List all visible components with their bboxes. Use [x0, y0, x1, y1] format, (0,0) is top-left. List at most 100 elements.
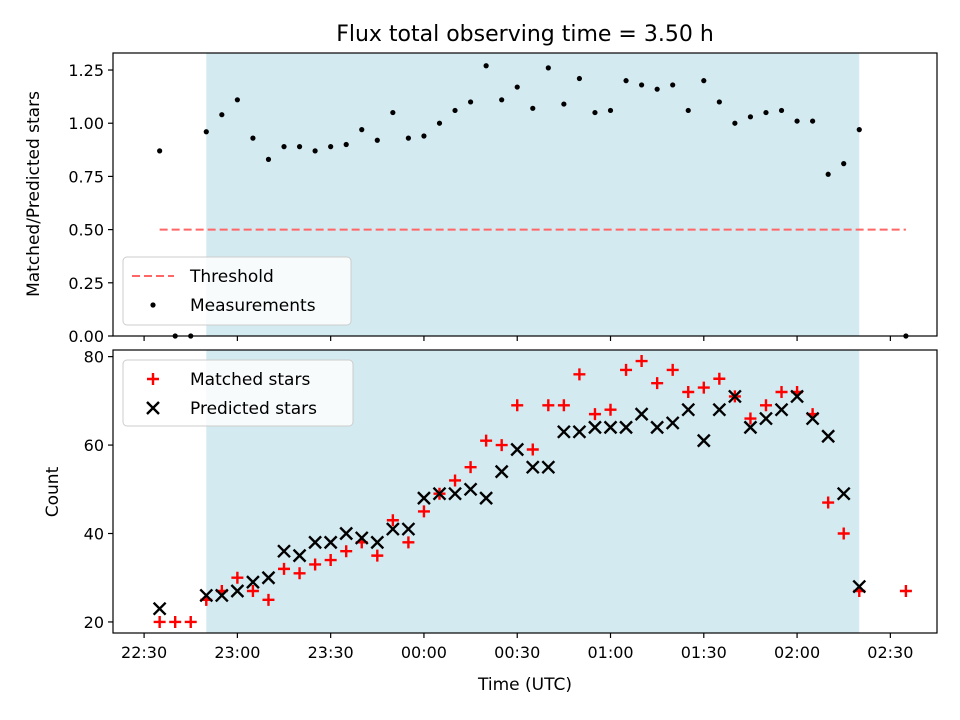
measurement-point [157, 148, 163, 154]
matched-star-point [169, 615, 182, 628]
matched-star-point [526, 443, 539, 456]
x-tick-label: 23:00 [214, 643, 260, 662]
legend-measurements-label: Measurements [190, 296, 316, 316]
measurement-point [265, 156, 272, 162]
legend-matched-label: Matched stars [190, 370, 310, 390]
measurement-point [561, 101, 567, 107]
x-tick-label: 23:30 [308, 643, 354, 662]
matched-star-point [371, 549, 384, 562]
measurement-point [670, 82, 676, 88]
predicted-star-point [821, 429, 836, 444]
matched-star-point [744, 412, 757, 425]
chart-title: Flux total observing time = 3.50 h [336, 22, 714, 47]
y-tick-label: 1.25 [68, 61, 104, 80]
measurement-point [794, 118, 800, 124]
x-tick-label: 00:30 [494, 643, 540, 662]
top-y-axis-label: Matched/Predicted stars [24, 91, 44, 297]
predicted-star-point [619, 420, 633, 435]
measurement-point [576, 75, 583, 82]
predicted-star-point [199, 588, 214, 603]
y-tick-label: 0.00 [68, 327, 104, 346]
matched-star-point [682, 386, 695, 399]
measurement-point [421, 133, 427, 139]
y-tick-label: 80 [84, 348, 104, 367]
predicted-star-point [712, 402, 727, 417]
x-tick-label: 22:30 [121, 643, 167, 662]
measurement-point [685, 107, 691, 114]
bottom-marks [152, 355, 912, 628]
predicted-star-point [277, 544, 291, 559]
matched-star-point [262, 593, 275, 606]
predicted-star-point [836, 486, 851, 501]
predicted-star-point [152, 601, 167, 616]
measurement-point [856, 127, 862, 133]
measurement-point [250, 135, 256, 141]
predicted-star-point [774, 402, 789, 417]
x-tick-label: 02:30 [867, 643, 913, 662]
matched-star-point [511, 399, 524, 412]
matched-star-point [620, 363, 633, 376]
matched-star-point [293, 567, 306, 580]
bottom-plot-frame [112, 349, 938, 634]
matched-star-point [449, 474, 462, 487]
predicted-star-point [557, 424, 571, 439]
predicted-star-point [525, 460, 540, 475]
matched-star-point [573, 368, 586, 381]
matched-star-point [495, 439, 508, 452]
top-plot-frame [112, 52, 938, 337]
matched-star-point [324, 554, 337, 567]
measurement-point [436, 120, 443, 126]
matched-star-point [775, 386, 788, 399]
measurement-point [467, 99, 474, 105]
matched-star-point [604, 403, 617, 416]
top-marks [157, 63, 909, 339]
legend-matched-swatch [147, 373, 159, 385]
predicted-star-point [401, 522, 416, 536]
top-panel: 0.00 0.25 0.50 0.75 1.00 1.25 Matched/Predict… [24, 52, 938, 346]
measurement-point [219, 112, 225, 118]
predicted-star-point [308, 535, 322, 550]
y-tick-label: 20 [84, 613, 104, 632]
matched-star-point [340, 545, 353, 558]
measurement-point [359, 127, 365, 133]
top-x-ticks [143, 336, 891, 341]
matched-star-point [386, 514, 399, 527]
measurement-point [639, 82, 645, 88]
measurement-point [483, 63, 489, 69]
y-tick-label: 0.50 [68, 221, 104, 240]
matched-star-point [588, 408, 601, 421]
y-tick-label: 0.25 [68, 274, 104, 293]
predicted-star-point [463, 482, 478, 497]
matched-star-point [246, 584, 259, 597]
measurement-point [778, 107, 785, 114]
matched-star-point [651, 377, 664, 390]
measurement-point [312, 148, 318, 154]
predicted-star-point [728, 389, 742, 404]
predicted-star-point [790, 389, 804, 404]
x-tick-label: 02:00 [774, 643, 820, 662]
measurement-point [405, 135, 411, 141]
y-tick-label: 1.00 [68, 114, 104, 133]
matched-star-point [759, 399, 772, 412]
predicted-star-point [510, 442, 525, 457]
legend-predicted-label: Predicted stars [190, 399, 317, 419]
bottom-legend: Matched stars Predicted stars [122, 359, 354, 427]
matched-star-point [309, 558, 322, 571]
measurement-point [607, 107, 614, 114]
bottom-y-axis-label: Count [43, 466, 63, 517]
measurement-point [499, 97, 505, 103]
measurement-point [763, 109, 769, 116]
legend-predicted-swatch [146, 401, 160, 415]
x-tick-label: 00:00 [401, 643, 447, 662]
matched-star-point [635, 355, 648, 368]
measurement-point [545, 65, 551, 71]
predicted-star-point [214, 588, 229, 603]
measurement-point [732, 120, 738, 126]
bottom-legend-box [122, 359, 354, 427]
measurement-point [623, 78, 629, 84]
matched-star-point [713, 372, 726, 385]
matched-star-point [417, 505, 430, 518]
predicted-star-point [292, 548, 307, 563]
predicted-star-point [386, 522, 400, 536]
